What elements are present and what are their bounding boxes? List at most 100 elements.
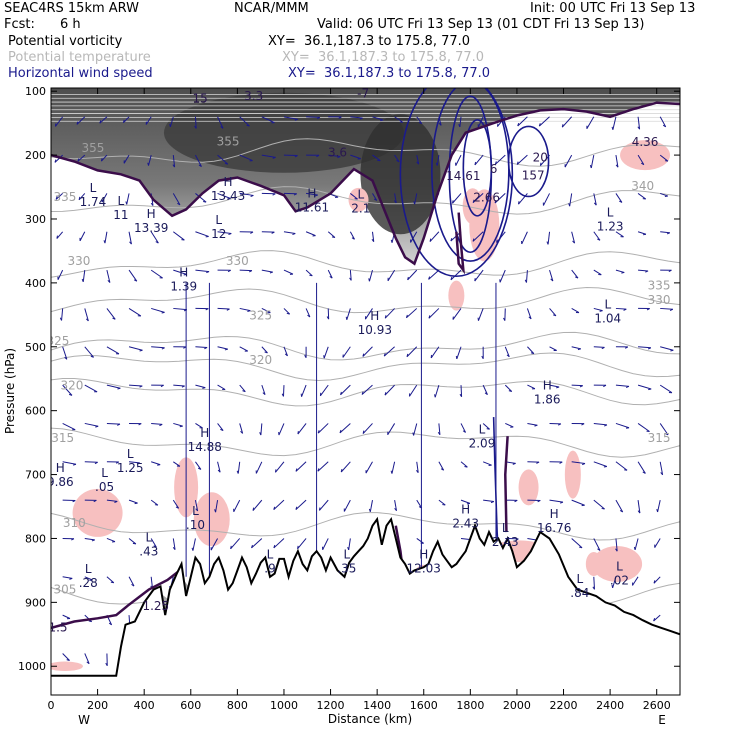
- wind-arrow-head: [653, 580, 656, 584]
- wind-arrow-head: [316, 116, 321, 120]
- wind-arrow-head: [136, 462, 140, 465]
- extremum-value: 13.43: [211, 189, 245, 203]
- theta-label: 335: [54, 190, 77, 204]
- wind-arrow: [350, 193, 358, 200]
- wind-arrow: [659, 461, 664, 475]
- wind-arrow-head: [474, 161, 477, 166]
- wind-arrow-head: [615, 164, 619, 168]
- x-tick-label: 2400: [596, 699, 624, 712]
- wind-arrow: [172, 193, 181, 206]
- theta-contour: [51, 331, 680, 361]
- wind-arrow: [194, 116, 197, 129]
- wind-arrow: [410, 231, 418, 243]
- wind-arrow: [261, 116, 275, 124]
- wind-arrow-head: [132, 542, 136, 545]
- wind-arrow: [195, 193, 207, 203]
- extremum-kind: H: [370, 309, 379, 323]
- wind-arrow-head: [309, 274, 313, 277]
- wind-arrow-head: [528, 316, 532, 320]
- wind-arrow: [239, 154, 253, 162]
- wind-arrow-head: [55, 196, 58, 200]
- wind-arrow: [128, 308, 142, 317]
- wind-arrow: [305, 269, 313, 277]
- x-tick-label: 1800: [456, 699, 484, 712]
- wind-arrow-head: [599, 310, 603, 312]
- wind-arrow: [615, 461, 628, 471]
- wind-arrow: [173, 231, 185, 241]
- wind-arrow: [194, 154, 202, 167]
- pv-label: 4.36: [632, 135, 659, 149]
- wind-arrow-head: [665, 433, 669, 436]
- wind-arrow: [252, 499, 263, 511]
- wind-arrow: [406, 346, 418, 358]
- wind-arrow: [283, 346, 288, 356]
- pink-region: [585, 552, 602, 577]
- wind-arrow-head: [462, 430, 466, 433]
- extremum-value: 2.1: [351, 202, 370, 216]
- wind-arrow-head: [624, 346, 629, 349]
- wind-arrow: [659, 154, 669, 162]
- extremum-value: 1.23: [597, 219, 624, 233]
- wind-arrow-head: [139, 385, 143, 388]
- extremum-kind: L: [344, 547, 351, 561]
- theta-label: 315: [51, 431, 74, 445]
- wind-arrow-head: [621, 271, 625, 274]
- wind-arrow-head: [294, 155, 298, 158]
- wind-arrow-head: [459, 393, 463, 398]
- wind-arrow: [172, 155, 176, 168]
- wind-arrow-head: [272, 156, 276, 159]
- wind-arrow: [57, 269, 64, 280]
- wind-arrow-head: [539, 162, 542, 166]
- wind-arrow: [474, 269, 484, 282]
- wind-arrow-head: [413, 201, 416, 205]
- wind-arrow-head: [656, 508, 659, 513]
- wind-arrow: [416, 499, 423, 509]
- wind-arrow: [349, 231, 355, 240]
- wind-arrow-head: [577, 348, 581, 351]
- extremum-kind: L: [215, 213, 222, 227]
- wind-arrow: [413, 423, 418, 436]
- wind-arrow: [173, 422, 183, 427]
- extremum-value: 1.39: [170, 280, 197, 294]
- wind-arrow-head: [534, 424, 538, 427]
- wind-arrow: [372, 193, 378, 201]
- wind-arrow-head: [581, 423, 585, 426]
- theta-label: 315: [648, 431, 671, 445]
- wind-arrow: [429, 231, 440, 242]
- wind-arrow: [394, 193, 397, 204]
- wind-arrow-head: [117, 387, 121, 390]
- wind-arrow-head: [412, 432, 415, 436]
- extremum-value: 10.93: [358, 323, 392, 337]
- wind-arrow-head: [472, 238, 475, 242]
- wind-arrow-head: [349, 277, 352, 281]
- wind-arrow: [637, 500, 641, 514]
- wind-arrow: [106, 576, 115, 584]
- pv-low-line: [51, 568, 183, 630]
- wind-arrow-head: [100, 158, 103, 162]
- x-tick-label: 1200: [317, 699, 345, 712]
- wind-arrow: [322, 538, 329, 551]
- wind-arrow-head: [273, 544, 276, 549]
- wind-arrow: [615, 307, 627, 310]
- wind-arrow: [372, 154, 381, 162]
- wind-arrow: [638, 346, 651, 349]
- wind-arrow-head: [105, 662, 108, 666]
- extremum-value: 14.88: [188, 440, 222, 454]
- wind-speed-contour: [399, 88, 514, 278]
- wind-arrow-head: [538, 123, 541, 127]
- wind-arrow: [56, 231, 64, 239]
- y-tick-label: 500: [25, 341, 46, 354]
- wind-arrow: [590, 154, 595, 169]
- wind-arrow: [455, 154, 462, 166]
- wind-arrow: [84, 346, 95, 358]
- wind-arrow: [62, 461, 77, 465]
- wind-arrow: [128, 346, 143, 351]
- wind-arrow: [654, 538, 661, 548]
- wind-arrow-head: [637, 510, 641, 514]
- theta-label: 335: [648, 278, 671, 292]
- wind-arrow: [438, 423, 441, 435]
- wind-arrow: [101, 154, 108, 162]
- wind-arrow: [586, 116, 595, 129]
- field-theta-name: Potential temperature: [8, 50, 151, 65]
